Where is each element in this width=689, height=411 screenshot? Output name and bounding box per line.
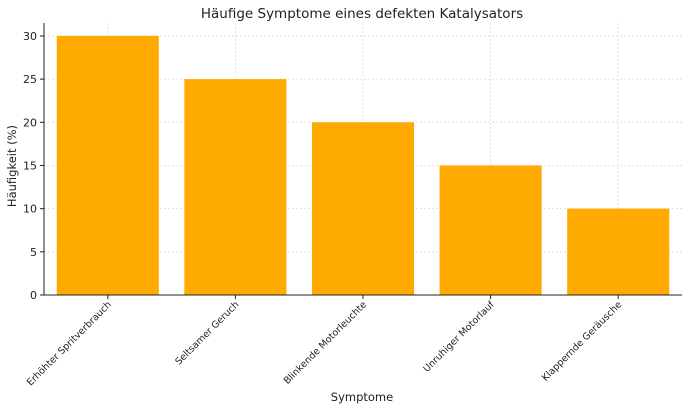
bar xyxy=(439,165,542,295)
chart-title: Häufige Symptome eines defekten Katalysa… xyxy=(201,6,523,22)
y-tick-label: 0 xyxy=(30,289,37,302)
bar xyxy=(567,208,670,295)
y-tick-label: 10 xyxy=(23,203,37,216)
bar xyxy=(184,79,287,295)
x-tick-label: Klappernde Geräusche xyxy=(540,299,624,383)
x-tick-label: Seltsamer Geruch xyxy=(173,299,241,367)
y-tick-label: 25 xyxy=(23,73,37,86)
y-tick-label: 30 xyxy=(23,30,37,43)
x-tick-label: Blinkende Motorleuchte xyxy=(282,299,369,386)
y-tick-label: 15 xyxy=(23,159,37,172)
y-tick-label: 5 xyxy=(30,246,37,259)
x-axis-label: Symptome xyxy=(331,390,393,404)
bar xyxy=(56,35,159,295)
bar xyxy=(311,122,415,295)
x-tick-label: Unruhiger Motorlauf xyxy=(421,299,497,375)
x-tick-label: Erhöhter Spritverbrauch xyxy=(25,299,114,388)
y-axis-label: Häufigkeit (%) xyxy=(5,125,19,207)
y-tick-label: 20 xyxy=(23,116,37,129)
